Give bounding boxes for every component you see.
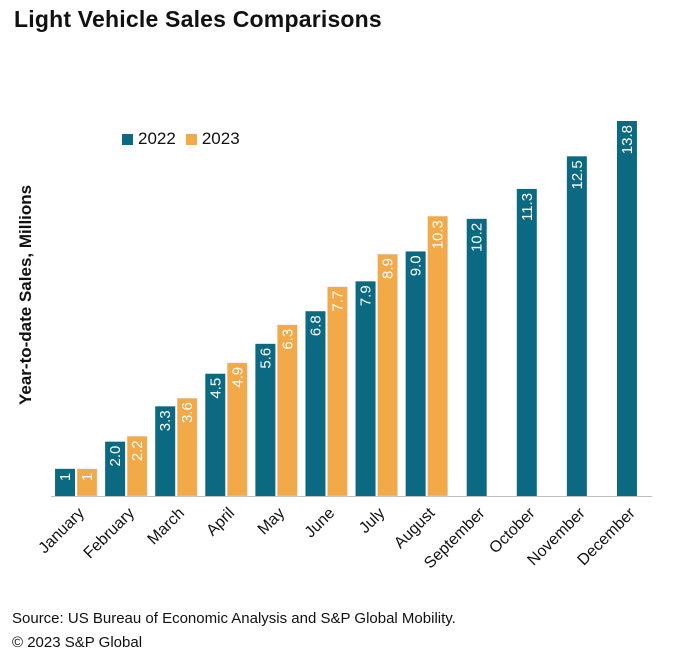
bar-label-2023-july: 8.9 <box>380 258 397 279</box>
copyright-note: © 2023 S&P Global <box>12 634 143 651</box>
bar-label-2022-march: 3.3 <box>157 410 174 431</box>
bar-2022-june <box>305 311 326 496</box>
bar-2022-august <box>405 251 426 496</box>
x-tick-label-may: May <box>255 505 288 538</box>
bar-label-2023-may: 6.3 <box>279 329 296 350</box>
bar-label-2022-july: 7.9 <box>358 285 375 306</box>
bar-label-2023-august: 10.3 <box>430 220 447 249</box>
legend-label-2023: 2023 <box>201 129 240 148</box>
x-tick-label-april: April <box>203 505 238 540</box>
bar-2023-april <box>227 362 248 497</box>
bar-label-2023-january: 1 <box>79 473 96 481</box>
bar-2023-may <box>277 324 298 497</box>
bar-2023-january <box>76 468 98 497</box>
x-tick-label-january: January <box>36 505 88 557</box>
bar-label-2023-march: 3.6 <box>179 402 196 423</box>
legend-item-2022: 2022 <box>122 129 176 149</box>
bar-2022-september <box>466 218 487 496</box>
bar-2022-october <box>516 188 537 496</box>
bar-label-2022-november: 12.5 <box>569 160 586 189</box>
x-tick-label-june: June <box>302 505 339 542</box>
legend: 2022 2023 <box>122 129 250 149</box>
bar-label-2022-april: 4.5 <box>207 378 224 399</box>
bar-label-2023-february: 2.2 <box>129 440 146 461</box>
bar-2022-may <box>255 343 276 496</box>
bar-label-2022-august: 9.0 <box>408 255 425 276</box>
bar-2022-july <box>355 281 376 496</box>
bar-2023-february <box>126 435 148 497</box>
bar-label-2023-june: 7.7 <box>329 291 346 312</box>
bar-label-2023-april: 4.9 <box>229 367 246 388</box>
bar-label-2022-december: 13.8 <box>619 125 636 154</box>
bar-2022-february <box>105 441 126 496</box>
bar-2023-august <box>427 215 448 497</box>
x-tick-label-july: July <box>356 505 388 537</box>
bar-2023-march <box>176 397 198 497</box>
bar-2022-april <box>205 373 226 496</box>
bar-label-2022-september: 10.2 <box>469 223 486 252</box>
bar-label-2022-june: 6.8 <box>307 315 324 336</box>
legend-swatch-2023 <box>185 133 197 145</box>
bar-label-2022-january: 1 <box>57 473 74 481</box>
x-tick-label-march: March <box>145 505 188 548</box>
bar-label-2022-may: 5.6 <box>257 348 274 369</box>
bar-2022-december <box>616 121 637 496</box>
bar-2023-june <box>327 286 348 497</box>
bar-label-2022-february: 2.0 <box>107 446 124 467</box>
bar-label-2022-october: 11.3 <box>519 193 536 221</box>
legend-label-2022: 2022 <box>138 129 176 148</box>
x-tick-label-february: February <box>81 505 138 562</box>
legend-item-2023: 2023 <box>185 129 240 149</box>
bar-2022-november <box>566 156 587 496</box>
legend-swatch-2022 <box>122 133 133 145</box>
bar-2022-january <box>55 468 76 496</box>
bar-2023-july <box>377 253 398 497</box>
x-tick-label-august: August <box>391 504 439 552</box>
bar-2022-march <box>155 406 176 496</box>
chart-title: Light Vehicle Sales Comparisons <box>14 6 382 32</box>
source-note: Source: US Bureau of Economic Analysis a… <box>12 610 456 627</box>
